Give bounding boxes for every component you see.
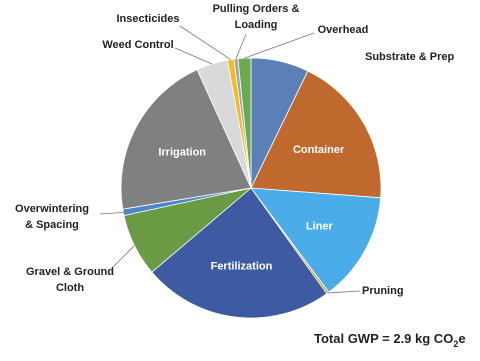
label-line: Cloth [56, 282, 84, 294]
label-line: Pulling Orders & [213, 3, 300, 15]
pie-slice [250, 187, 382, 293]
pie-slice [120, 69, 252, 210]
slice-label: Irrigation [158, 146, 206, 158]
slice-label: Gravel & Ground Cloth [26, 266, 114, 294]
leader-line [244, 32, 315, 59]
pie-slice [250, 70, 382, 199]
annotation: Total GWP = 2.9 kg CO2e [314, 331, 466, 349]
slice-label: Fertilization [211, 260, 273, 272]
label-line: Gravel & Ground [26, 266, 114, 278]
slice-label: Substrate & Prep [365, 51, 455, 63]
leader-line [99, 211, 124, 215]
label-line: & Spacing [25, 219, 79, 231]
leader-line [111, 245, 135, 269]
leader-line [327, 290, 361, 294]
slice-label: Overhead [318, 24, 369, 36]
slice-label: Pruning [362, 285, 404, 297]
slice-label: Weed Control [102, 39, 173, 51]
leader-line [174, 47, 213, 65]
leader-line [235, 33, 247, 60]
label-line: Loading [235, 19, 278, 31]
slice-label: Overwintering & Spacing [15, 203, 89, 231]
slice-label: Liner [306, 221, 334, 233]
label-line: Overwintering [15, 203, 89, 215]
annotation-subscript: 2 [453, 339, 458, 349]
annotation-suffix: e [458, 331, 465, 346]
leader-line [179, 25, 231, 60]
annotation-text: Total GWP = 2.9 kg CO [314, 331, 453, 346]
pie-slice [151, 187, 328, 319]
slice-label: Container [293, 144, 345, 156]
slice-label: Pulling Orders & Loading [213, 3, 300, 31]
slice-label: Insecticides [117, 13, 180, 25]
